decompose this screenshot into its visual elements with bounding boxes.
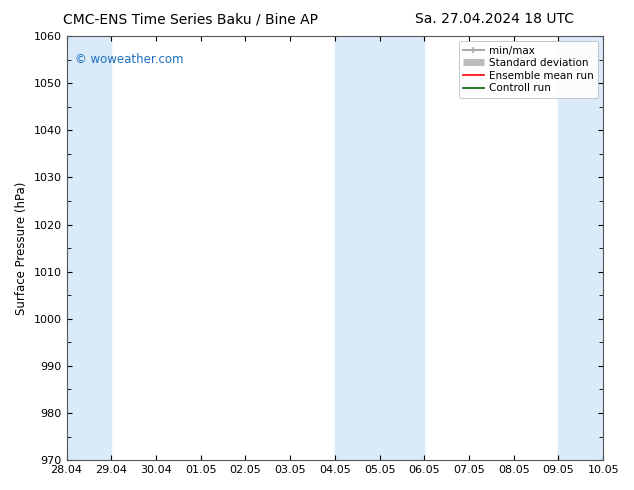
Y-axis label: Surface Pressure (hPa): Surface Pressure (hPa) bbox=[15, 181, 28, 315]
Text: Sa. 27.04.2024 18 UTC: Sa. 27.04.2024 18 UTC bbox=[415, 12, 574, 26]
Text: © woweather.com: © woweather.com bbox=[75, 53, 183, 66]
Text: CMC-ENS Time Series Baku / Bine AP: CMC-ENS Time Series Baku / Bine AP bbox=[63, 12, 318, 26]
Bar bbox=[559, 36, 603, 460]
Legend: min/max, Standard deviation, Ensemble mean run, Controll run: min/max, Standard deviation, Ensemble me… bbox=[459, 41, 598, 98]
Bar bbox=[335, 36, 424, 460]
Bar bbox=[67, 36, 111, 460]
